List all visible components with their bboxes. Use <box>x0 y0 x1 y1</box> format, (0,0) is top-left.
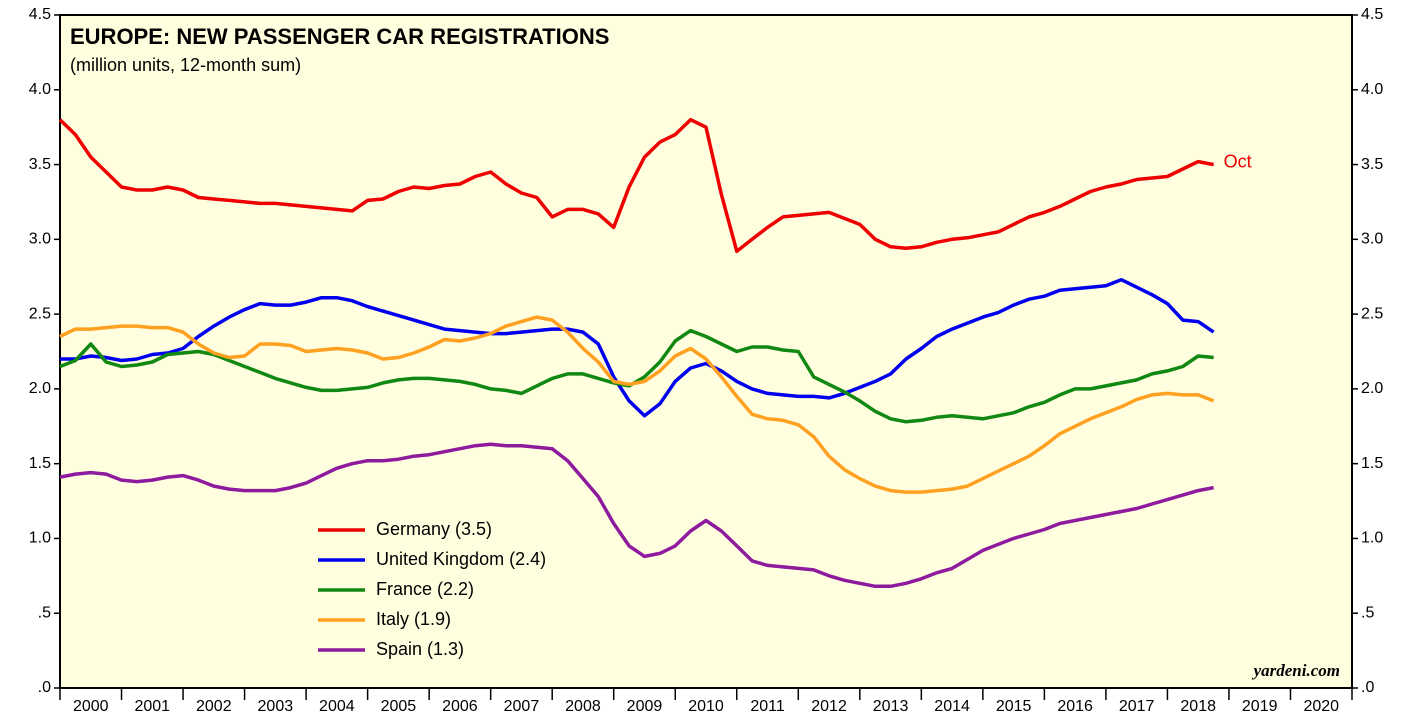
legend-label: United Kingdom (2.4) <box>376 549 546 569</box>
y-tick-label: 2.5 <box>1361 305 1383 322</box>
y-tick-label: 1.0 <box>1361 530 1383 547</box>
y-tick-label: 3.0 <box>29 231 51 248</box>
legend-label: Spain (1.3) <box>376 639 464 659</box>
series-line <box>58 117 1214 254</box>
x-tick-label: 2007 <box>504 698 540 715</box>
y-tick-label: 4.0 <box>29 81 51 98</box>
chart-subtitle: (million units, 12-month sum) <box>70 55 301 75</box>
x-tick-label: 2020 <box>1303 698 1339 715</box>
legend-label: France (2.2) <box>376 579 474 599</box>
x-tick-label: 2011 <box>750 698 785 715</box>
y-tick-label: 2.0 <box>1361 380 1383 397</box>
x-tick-label: 2006 <box>442 698 478 715</box>
x-tick-label: 2018 <box>1180 698 1216 715</box>
series-line <box>59 315 1215 494</box>
y-tick-label: 4.0 <box>1361 81 1383 98</box>
y-tick-label: .0 <box>1361 679 1374 696</box>
legend-label: Italy (1.9) <box>376 609 451 629</box>
x-tick-label: 2008 <box>565 698 601 715</box>
source: yardeni.com <box>1252 661 1340 680</box>
plot-area <box>59 14 1353 689</box>
x-tick-label: 2012 <box>811 698 847 715</box>
x-tick-label: 2003 <box>258 698 294 715</box>
x-tick-label: 2017 <box>1119 698 1155 715</box>
x-tick-label: 2009 <box>627 698 663 715</box>
y-tick-label: 4.5 <box>29 6 51 23</box>
annotation: Oct <box>1224 151 1252 171</box>
x-tick-label: 2010 <box>688 698 724 715</box>
chart-title: EUROPE: NEW PASSENGER CAR REGISTRATIONS <box>70 24 609 49</box>
y-tick-label: 4.5 <box>1361 6 1383 23</box>
series-line <box>60 277 1215 418</box>
x-tick-label: 2013 <box>873 698 909 715</box>
y-tick-label: 3.5 <box>29 156 51 173</box>
y-tick-label: 3.0 <box>1361 231 1383 248</box>
y-tick-label: .5 <box>38 604 51 621</box>
y-tick-label: 3.5 <box>1361 156 1383 173</box>
y-tick-label: 2.0 <box>29 380 51 397</box>
x-tick-label: 2001 <box>134 698 170 715</box>
y-tick-label: 1.5 <box>29 455 51 472</box>
x-tick-label: 2019 <box>1242 698 1278 715</box>
y-tick-label: 1.0 <box>29 530 51 547</box>
x-tick-label: 2016 <box>1057 698 1093 715</box>
x-tick-label: 2000 <box>73 698 109 715</box>
x-tick-label: 2002 <box>196 698 232 715</box>
x-tick-label: 2014 <box>934 698 970 715</box>
x-tick-label: 2015 <box>996 698 1032 715</box>
legend-label: Germany (3.5) <box>376 519 492 539</box>
y-tick-label: .5 <box>1361 604 1374 621</box>
y-tick-label: 1.5 <box>1361 455 1383 472</box>
y-tick-label: .0 <box>38 679 51 696</box>
y-tick-label: 2.5 <box>29 305 51 322</box>
x-tick-label: 2004 <box>319 698 355 715</box>
x-tick-label: 2005 <box>381 698 417 715</box>
series-line <box>59 442 1214 589</box>
